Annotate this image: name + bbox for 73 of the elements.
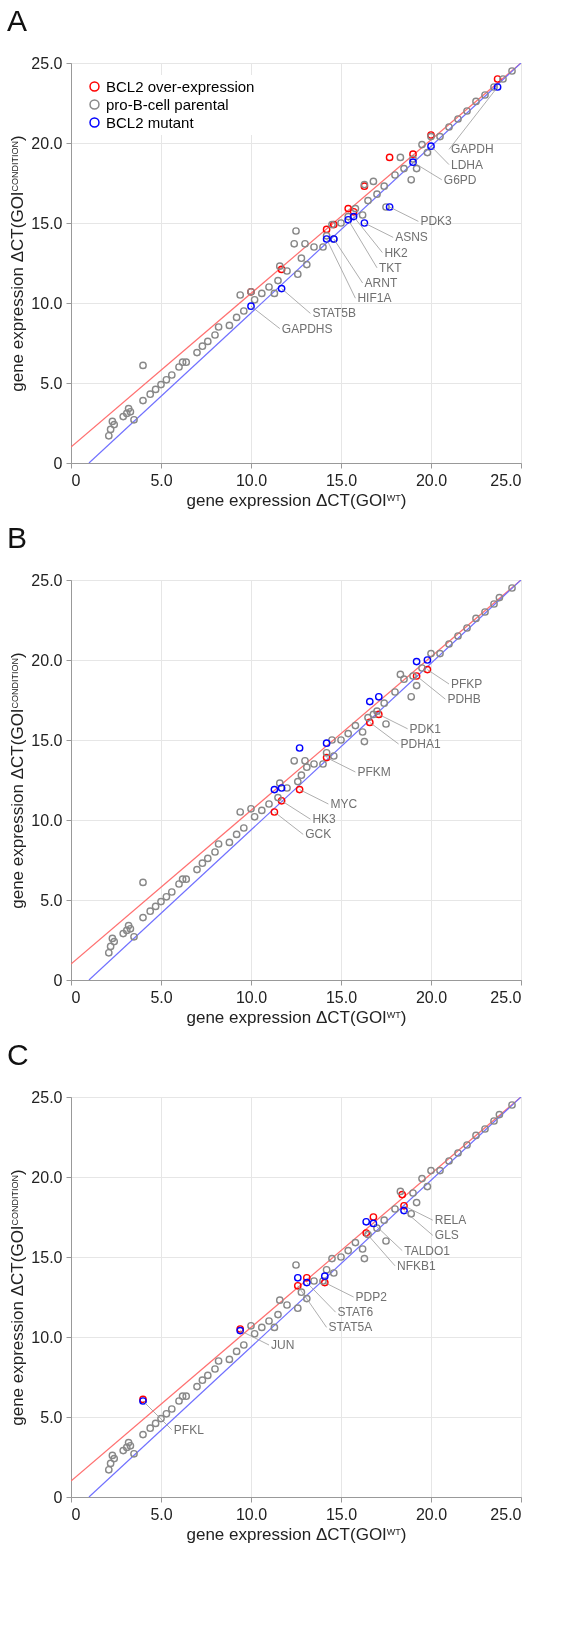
annotation: GLS bbox=[434, 1228, 459, 1243]
x-tick-label: 10.0 bbox=[235, 988, 268, 1006]
annotation: PDK1 bbox=[409, 721, 442, 736]
annotation: RELA bbox=[434, 1213, 467, 1228]
x-axis-title: gene expression ΔCT(GOI$^{WT}$) bbox=[186, 1524, 407, 1544]
x-tick-label: 25.0 bbox=[490, 471, 522, 489]
annotation: HK2 bbox=[384, 245, 409, 260]
annotation: PFKM bbox=[357, 765, 391, 779]
x-tick-label: 15.0 bbox=[325, 471, 358, 489]
y-tick-label: 25.0 bbox=[31, 1088, 63, 1106]
x-axis-title: gene expression ΔCT(GOI$^{WT}$) bbox=[186, 1007, 407, 1027]
y-tick-label: 10.0 bbox=[31, 1328, 63, 1346]
y-tick-label: 5.0 bbox=[40, 1408, 63, 1426]
x-tick-label: 5.0 bbox=[150, 1505, 173, 1523]
chart-title: B bbox=[7, 521, 28, 554]
x-axis-title: gene expression ΔCT(GOI$^{WT}$) bbox=[186, 490, 407, 510]
y-tick-label: 10.0 bbox=[31, 294, 63, 312]
x-tick-label: 5.0 bbox=[150, 988, 173, 1006]
annotation: ASNS bbox=[395, 230, 428, 245]
annotation: PDHB bbox=[447, 692, 481, 707]
annotation: STAT5A bbox=[328, 1320, 373, 1335]
y-tick-label: 15.0 bbox=[31, 1248, 63, 1266]
x-tick-label: 10.0 bbox=[235, 471, 268, 489]
x-tick-label: 20.0 bbox=[415, 1505, 448, 1523]
annotation: TALDO1 bbox=[404, 1243, 451, 1258]
x-tick-label: 0 bbox=[71, 471, 81, 489]
x-tick-label: 0 bbox=[71, 988, 81, 1006]
annotation: GAPDH bbox=[451, 142, 494, 157]
annotation: HIF1A bbox=[357, 291, 392, 306]
x-tick-label: 25.0 bbox=[490, 1505, 522, 1523]
x-tick-label: 15.0 bbox=[325, 1505, 358, 1523]
y-tick-label: 15.0 bbox=[31, 214, 63, 232]
x-tick-label: 0 bbox=[71, 1505, 81, 1523]
x-tick-label: 15.0 bbox=[325, 988, 358, 1006]
y-tick-label: 20.0 bbox=[31, 1168, 63, 1186]
annotation: PFKL bbox=[173, 1422, 205, 1437]
x-tick-label: 20.0 bbox=[415, 988, 448, 1006]
annotation: STAT5B bbox=[312, 306, 356, 321]
y-tick-label: 0 bbox=[53, 454, 63, 472]
annotation: HK3 bbox=[312, 812, 337, 827]
y-tick-label: 15.0 bbox=[31, 731, 63, 749]
chart-title: C bbox=[7, 1038, 29, 1071]
annotation: STAT6 bbox=[337, 1305, 374, 1320]
y-tick-label: 20.0 bbox=[31, 134, 63, 152]
y-tick-label: 10.0 bbox=[31, 811, 63, 829]
annotation: NFKB1 bbox=[397, 1258, 436, 1273]
y-tick-label: 25.0 bbox=[31, 571, 63, 589]
annotation: GAPDHS bbox=[281, 321, 333, 336]
annotation: PDHA1 bbox=[400, 737, 441, 751]
y-tick-label: 0 bbox=[53, 1488, 63, 1506]
annotation: MYC bbox=[330, 797, 358, 811]
annotation: PDP2 bbox=[355, 1290, 388, 1304]
legend-label: pro-B-cell parental bbox=[106, 95, 229, 113]
x-tick-label: 25.0 bbox=[490, 988, 522, 1006]
y-tick-label: 0 bbox=[53, 971, 63, 989]
annotation: TKT bbox=[379, 260, 403, 275]
y-tick-label: 25.0 bbox=[31, 54, 63, 72]
y-tick-label: 5.0 bbox=[40, 374, 63, 392]
annotation: JUN bbox=[271, 1338, 295, 1352]
annotation: PFKP bbox=[451, 677, 483, 691]
chart-title: A bbox=[7, 4, 28, 37]
x-tick-label: 10.0 bbox=[235, 1505, 268, 1523]
annotation: GCK bbox=[305, 827, 332, 842]
x-tick-label: 5.0 bbox=[150, 471, 173, 489]
y-tick-label: 20.0 bbox=[31, 651, 63, 669]
legend-label: BCL2 mutant bbox=[106, 113, 195, 131]
legend-label: BCL2 over-expression bbox=[106, 77, 255, 95]
annotation: PDK3 bbox=[420, 214, 453, 229]
x-tick-label: 20.0 bbox=[415, 471, 448, 489]
annotation: ARNT bbox=[364, 276, 398, 290]
annotation: G6PD bbox=[443, 172, 477, 187]
y-tick-label: 5.0 bbox=[40, 891, 63, 909]
annotation: LDHA bbox=[451, 157, 484, 172]
